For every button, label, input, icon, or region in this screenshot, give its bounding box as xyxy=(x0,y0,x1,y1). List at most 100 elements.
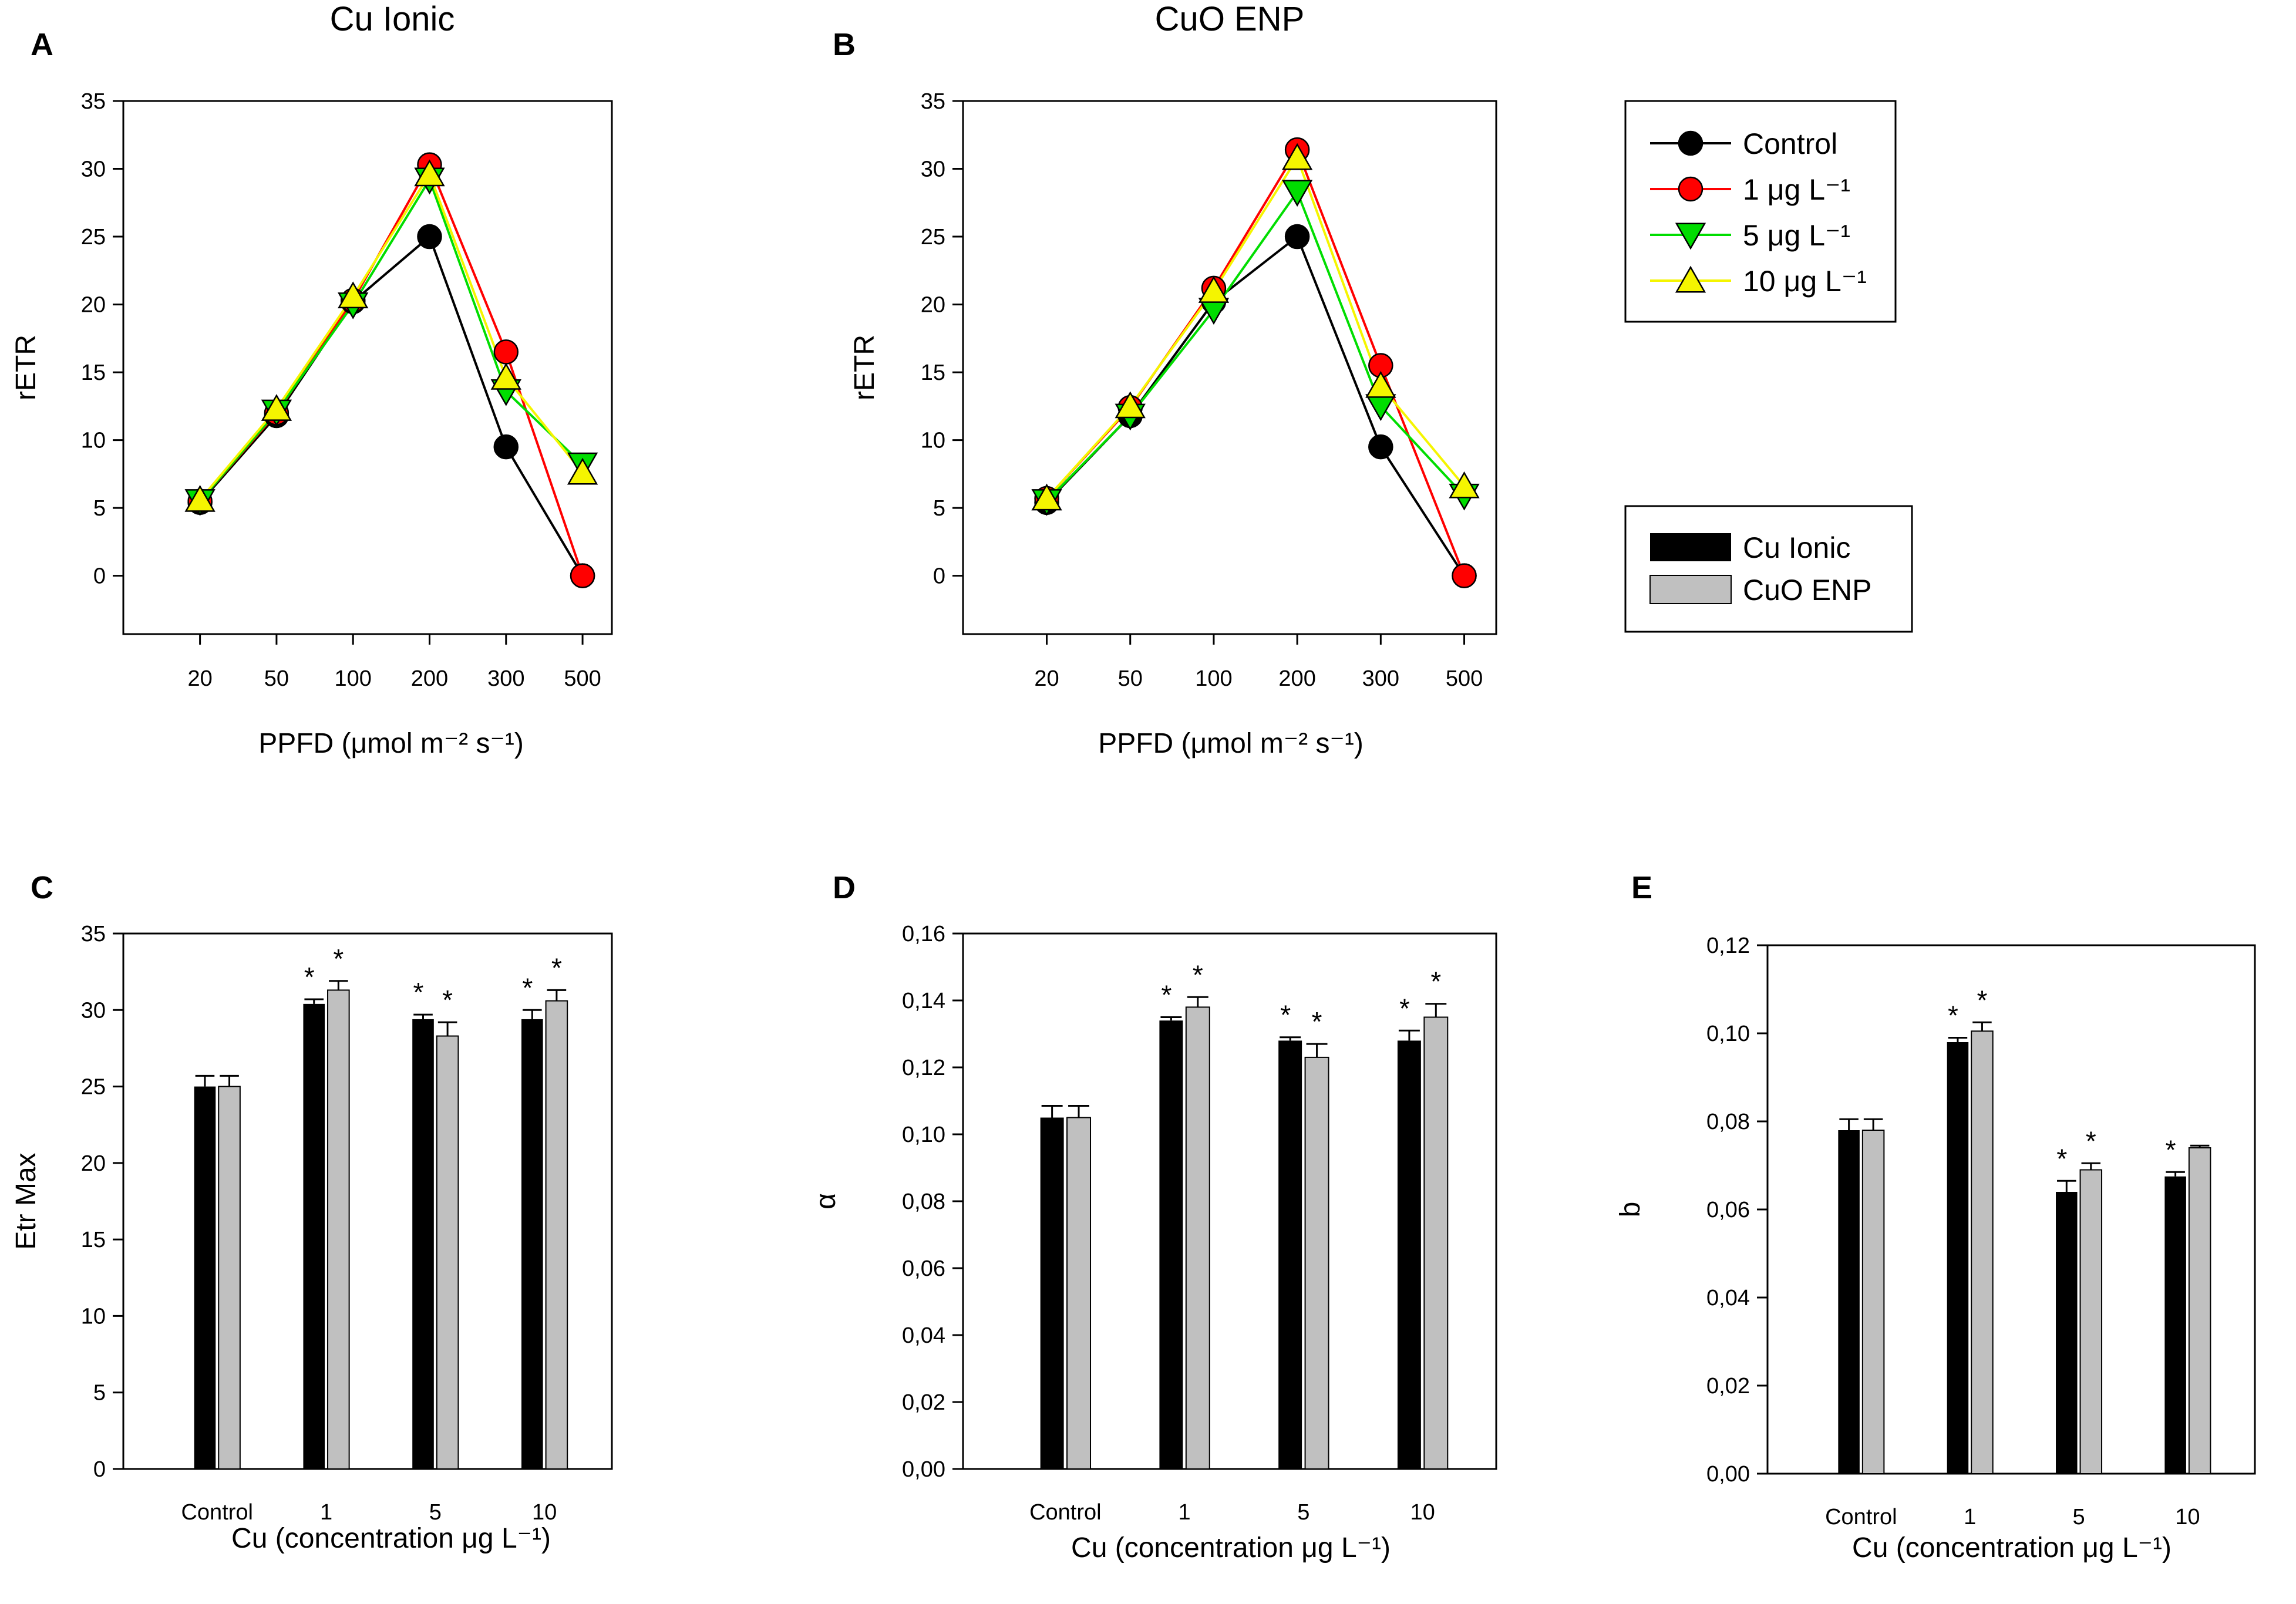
y-axis-label: rETR xyxy=(11,335,42,400)
markers-10-g-l xyxy=(184,159,598,512)
bar xyxy=(303,1003,325,1469)
data-point xyxy=(184,484,216,512)
bar xyxy=(218,1086,241,1470)
markers-10-g-l xyxy=(1031,143,1480,511)
panel-e: E 0,00 0,02 0,04 0,06 0,08 0,10 0,12 b Cu (concen… xyxy=(1615,870,2256,1563)
y-tick-label: 20 xyxy=(921,293,945,318)
bar xyxy=(2188,1147,2211,1474)
y-tick-label: 20 xyxy=(81,1151,106,1176)
bar-legend-label-cuo-enp: CuO ENP xyxy=(1743,574,1872,606)
series-10-g-l xyxy=(199,171,584,501)
bar xyxy=(1040,1117,1064,1469)
x-tick-label: 200 xyxy=(411,666,448,691)
bar xyxy=(1838,1130,1860,1474)
x-axis-label: PPFD (μmol m⁻² s⁻¹) xyxy=(1098,728,1364,759)
significance-star: * xyxy=(1312,1006,1322,1037)
bar-legend-swatch-cuo-enp xyxy=(1649,575,1732,604)
y-tick-label: 10 xyxy=(921,429,945,453)
legend-marker xyxy=(1675,265,1706,293)
panel-letter: A xyxy=(31,27,53,62)
y-axis-label: b xyxy=(1615,1202,1646,1218)
bar xyxy=(1397,1040,1421,1469)
y-tick-label: 0 xyxy=(93,564,106,589)
y-tick-label: 5 xyxy=(93,496,106,521)
significance-star: * xyxy=(1161,980,1171,1010)
y-tick-label: 10 xyxy=(81,429,106,453)
y-tick-label: 0 xyxy=(933,564,945,589)
bar xyxy=(436,1035,459,1470)
x-tick-label: 1 xyxy=(1964,1505,1976,1529)
y-tick-label: 25 xyxy=(921,225,945,250)
y-tick-label: 0,10 xyxy=(1706,1022,1750,1046)
x-tick-label: Control xyxy=(1029,1500,1102,1525)
bar xyxy=(2164,1176,2186,1474)
significance-star: * xyxy=(333,943,344,974)
x-tick-label: 5 xyxy=(2072,1505,2085,1529)
data-point xyxy=(570,563,595,588)
series-line xyxy=(199,171,584,501)
bar xyxy=(1066,1117,1092,1470)
y-tick-label: 30 xyxy=(81,998,106,1023)
line-legend-label-10: 10 μg L⁻¹ xyxy=(1743,265,1867,298)
markers-5-g-l xyxy=(1031,180,1480,516)
y-tick-label: 35 xyxy=(921,89,945,114)
x-tick-label: Control xyxy=(1825,1505,1897,1529)
series-cu-ionic: * * * xyxy=(194,962,543,1469)
series-line xyxy=(199,177,584,502)
y-tick-label: 0,12 xyxy=(902,1056,945,1080)
markers-1-g-l xyxy=(1034,137,1477,588)
series-1-g-l xyxy=(1046,147,1466,577)
y-tick-label: 10 xyxy=(81,1304,106,1329)
x-axis-label: Cu (concentration μg L⁻¹) xyxy=(1071,1532,1391,1563)
data-point xyxy=(261,394,292,421)
y-tick-label: 0,08 xyxy=(1706,1110,1750,1134)
bar xyxy=(2056,1192,2078,1474)
y-tick-label: 0,00 xyxy=(1706,1462,1750,1487)
data-point xyxy=(1284,224,1310,250)
y-tick-label: 0,04 xyxy=(902,1323,945,1348)
significance-star: * xyxy=(1948,1000,1958,1031)
series-control xyxy=(199,234,584,577)
series-cuo-enp: ** xyxy=(1861,985,2211,1474)
y-tick-label: 5 xyxy=(93,1381,106,1406)
series-line xyxy=(199,234,584,577)
bar-legend-label-cu-ionic: Cu Ionic xyxy=(1743,531,1850,564)
series-cu-ionic: * * * xyxy=(1040,980,1421,1469)
panel-letter: C xyxy=(31,870,53,905)
series-line xyxy=(1046,189,1465,502)
significance-star: * xyxy=(304,962,315,992)
significance-star: * xyxy=(1430,966,1441,997)
markers-5-g-l xyxy=(184,167,598,516)
x-tick-label: 1 xyxy=(320,1500,332,1525)
x-tick-label: Control xyxy=(181,1500,253,1525)
x-tick-label: 100 xyxy=(1195,666,1232,691)
data-point xyxy=(1198,276,1230,303)
bar xyxy=(1278,1040,1302,1469)
panel-b: B CuO ENP 0 5 10 15 20 25 30 35 rETR PPFD (μmol m⁻²… xyxy=(833,0,1497,759)
x-tick-label: 500 xyxy=(1446,666,1483,691)
bar xyxy=(327,989,350,1470)
bar xyxy=(545,1000,568,1470)
y-tick-label: 0,06 xyxy=(902,1256,945,1281)
y-axis-label: rETR xyxy=(849,335,880,400)
panel-title: CuO ENP xyxy=(1155,0,1305,38)
series-1-g-l xyxy=(199,162,584,577)
y-tick-label: 0,06 xyxy=(1706,1198,1750,1222)
data-point xyxy=(1452,563,1477,588)
panel-a: A Cu Ionic 0 5 10 15 20 25 30 35 rETR PPFD (μmol m⁻… xyxy=(11,0,613,759)
series-10-g-l xyxy=(1046,155,1466,500)
y-tick-label: 0,02 xyxy=(1706,1374,1750,1399)
data-point xyxy=(490,363,521,390)
significance-star: * xyxy=(413,977,424,1007)
data-point xyxy=(1115,391,1146,419)
data-point xyxy=(1365,370,1396,398)
y-tick-label: 25 xyxy=(81,225,106,250)
markers-control xyxy=(1034,224,1477,588)
x-tick-label: 50 xyxy=(264,666,289,691)
bar xyxy=(194,1086,216,1469)
series-5-g-l xyxy=(1046,189,1465,502)
data-point xyxy=(1031,483,1062,511)
bar-legend: Cu Ionic CuO ENP xyxy=(1624,505,1913,633)
